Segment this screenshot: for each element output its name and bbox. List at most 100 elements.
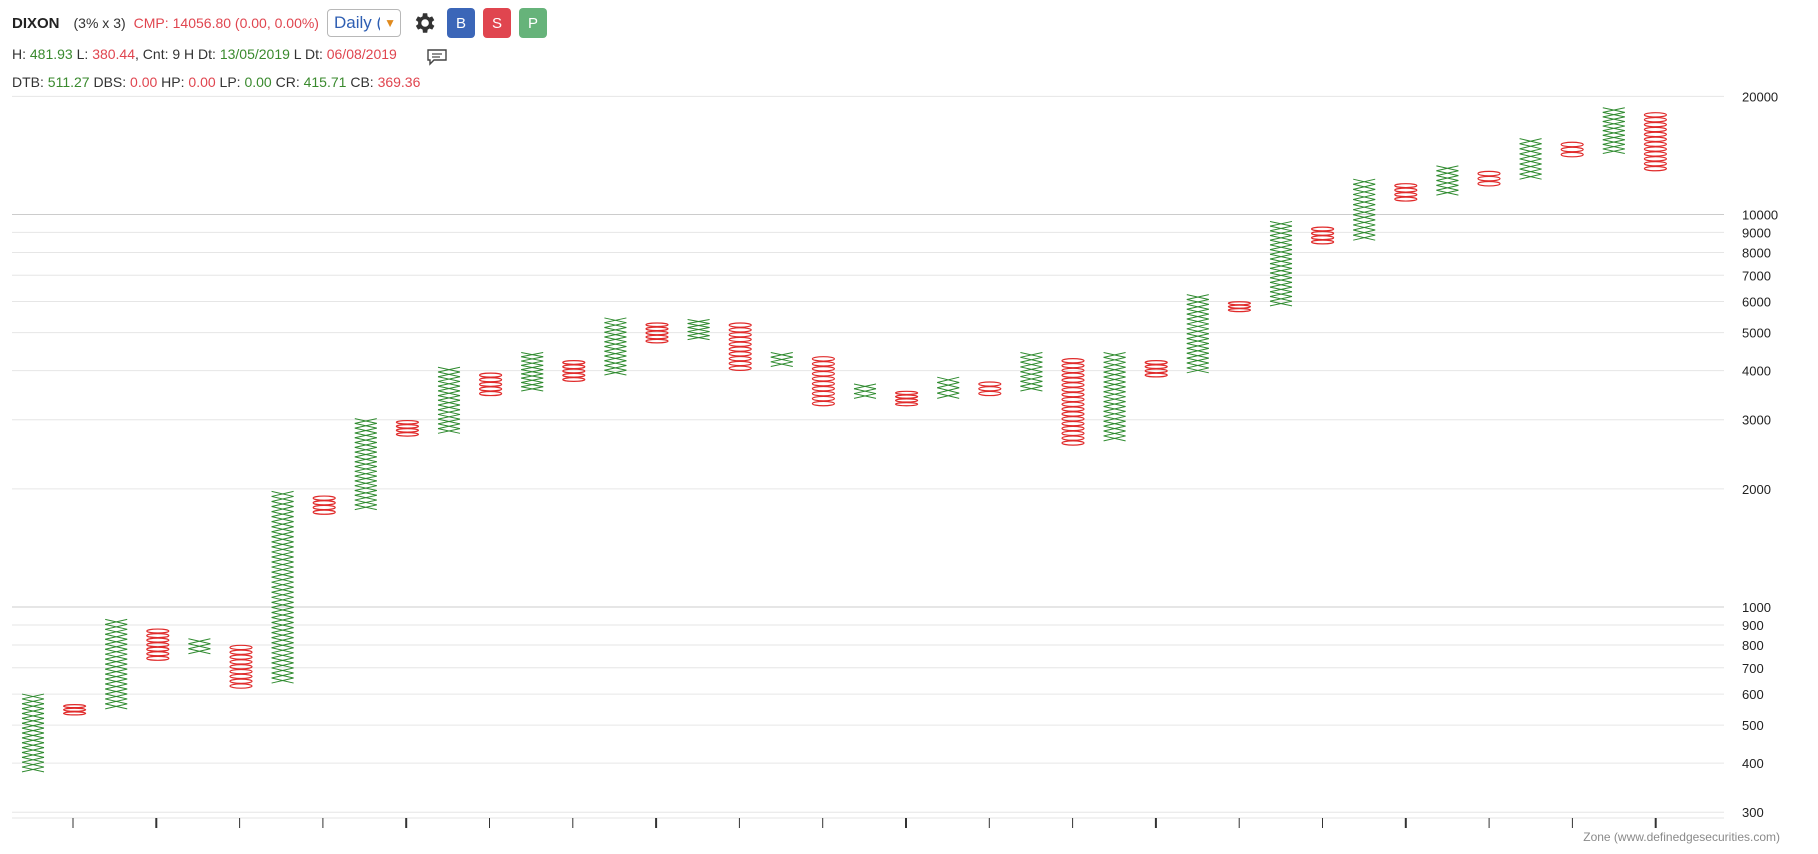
o-column — [1477, 170, 1501, 187]
x-box — [1269, 239, 1293, 246]
x-box — [1269, 235, 1293, 241]
x-box — [271, 677, 294, 684]
x-box — [1020, 371, 1043, 378]
o-box — [728, 341, 752, 347]
x-box — [1353, 214, 1376, 221]
x-box — [271, 516, 294, 523]
x-column — [1020, 352, 1043, 392]
x-box — [21, 708, 45, 715]
timeframe-select[interactable]: Daily ( ▼ — [326, 9, 401, 37]
stats-row-1: H: 481.93 L: 380.44 , Cnt: 9 H Dt: 13/05… — [12, 44, 397, 64]
x-box — [354, 456, 377, 463]
low-date-label: L Dt: — [293, 46, 323, 62]
x-box — [271, 556, 294, 563]
x-box — [105, 703, 128, 710]
x-box — [354, 418, 377, 424]
x-box — [1353, 224, 1376, 231]
x-box — [1602, 134, 1625, 141]
x-box — [937, 376, 960, 383]
o-box — [1061, 396, 1085, 403]
x-box — [604, 355, 627, 362]
o-box — [146, 646, 170, 652]
o-box — [1144, 360, 1168, 365]
box-setting: (3% x 3) — [73, 15, 126, 31]
o-box — [811, 400, 836, 407]
x-box — [1103, 366, 1126, 373]
x-column — [1602, 107, 1625, 154]
x-box — [1020, 380, 1043, 387]
x-box — [1269, 230, 1293, 236]
count-label: , Cnt: 9 H Dt: — [135, 46, 216, 62]
portfolio-button[interactable]: P — [518, 8, 547, 38]
x-box — [354, 489, 377, 496]
y-tick-label: 400 — [1742, 756, 1764, 771]
x-box — [1519, 163, 1542, 170]
o-box — [146, 651, 170, 657]
o-column — [1144, 360, 1168, 378]
o-box — [146, 628, 170, 634]
x-box — [604, 364, 627, 371]
x-box — [437, 418, 461, 425]
x-box — [105, 673, 128, 680]
x-column — [604, 317, 627, 376]
x-box — [1353, 229, 1376, 236]
x-box — [937, 381, 960, 389]
x-box — [1020, 385, 1043, 392]
y-tick-label: 3000 — [1742, 413, 1771, 428]
x-box — [1186, 333, 1209, 340]
x-box — [354, 442, 377, 448]
x-box — [21, 766, 45, 773]
x-box — [1519, 168, 1542, 175]
o-box — [894, 394, 919, 399]
x-box — [354, 499, 377, 506]
o-box — [1061, 430, 1085, 437]
x-box — [1103, 406, 1126, 412]
o-box — [645, 334, 669, 340]
o-box — [479, 381, 503, 387]
o-box — [1061, 362, 1085, 369]
x-box — [105, 623, 128, 630]
x-box — [271, 601, 294, 608]
x-column — [1436, 165, 1459, 196]
o-box — [728, 365, 752, 371]
cr-value: 415.71 — [303, 74, 347, 90]
o-box — [1061, 401, 1085, 408]
x-box — [271, 576, 294, 583]
o-box — [146, 642, 170, 648]
o-box — [1061, 411, 1085, 417]
y-tick-label: 900 — [1742, 618, 1764, 633]
x-box — [354, 446, 377, 453]
x-box — [271, 642, 294, 649]
o-column — [62, 704, 87, 716]
comment-icon[interactable] — [426, 48, 448, 66]
x-box — [271, 541, 294, 548]
x-box — [1519, 138, 1542, 145]
x-box — [21, 703, 45, 710]
gear-icon[interactable] — [411, 10, 437, 36]
x-box — [188, 648, 211, 655]
o-box — [1310, 239, 1335, 245]
x-box — [21, 698, 45, 705]
x-column — [937, 376, 960, 399]
o-box — [894, 402, 919, 407]
x-box — [1103, 420, 1126, 427]
sell-button[interactable]: S — [482, 8, 511, 38]
x-box — [21, 713, 45, 719]
x-box — [1103, 352, 1126, 358]
x-box — [687, 319, 710, 325]
x-box — [604, 317, 627, 324]
buy-button[interactable]: B — [446, 8, 475, 38]
x-box — [271, 657, 294, 664]
y-axis-ticks: 300 400 500 600 700 800 900 1000 2000 3000 4000 500… — [1742, 89, 1778, 820]
x-box — [354, 427, 377, 434]
o-box — [811, 356, 836, 362]
x-column — [354, 418, 377, 511]
o-box — [811, 375, 836, 382]
x-box — [687, 323, 710, 329]
x-box — [1269, 281, 1293, 288]
o-box — [1643, 160, 1668, 167]
o-box — [62, 704, 87, 709]
y-tick-label: 700 — [1742, 661, 1764, 676]
x-column — [1353, 178, 1376, 241]
x-box — [1269, 295, 1293, 302]
